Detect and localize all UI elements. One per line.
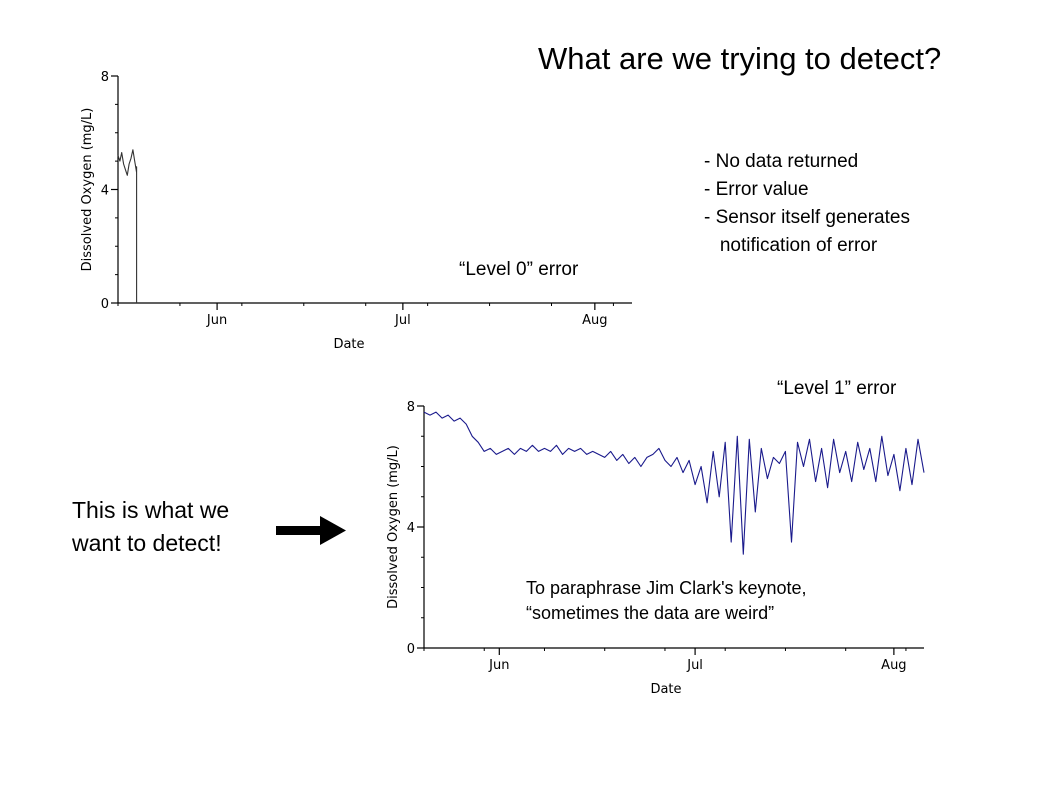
callout-line-2: want to detect! [72,530,222,556]
slide-title: What are we trying to detect? [538,41,942,76]
x-axis-label: Date [333,337,364,352]
x-tick-label: Jun [206,313,227,328]
y-tick-label: 0 [407,642,415,657]
x-tick-label: Aug [582,313,607,328]
y-axis-label: Dissolved Oxygen (mg/L) [386,445,401,609]
callout-text: This is what we want to detect! [72,494,229,560]
bullet-notification: notification of error [704,235,878,256]
bullet-error-value: - Error value [704,179,809,200]
error-bullet-list: - No data returned - Error value - Senso… [704,148,910,260]
x-tick-label: Jun [488,658,509,673]
x-tick-label: Jul [686,658,703,673]
series-line-0 [423,411,925,555]
bullet-no-data: - No data returned [704,151,859,172]
level-1-label: “Level 1” error [777,378,897,399]
y-axis-label: Dissolved Oxygen (mg/L) [80,108,95,272]
chart-level-0: 0 4 8 Jun Jul Aug Date Dissolved Oxygen (mg/L) [80,70,632,352]
y-tick-label: 4 [101,184,109,199]
x-tick-label: Aug [881,658,906,673]
right-arrow-icon [276,516,346,545]
x-tick-label: Jul [394,313,411,328]
bullet-sensor-generates: - Sensor itself generates [704,207,910,228]
series-line-0 [117,149,138,303]
quote-line-1: To paraphrase Jim Clark's keynote, [526,578,807,598]
quote-line-2: “sometimes the data are weird” [526,603,775,623]
y-tick-label: 8 [407,400,415,415]
y-tick-label: 4 [407,521,415,536]
callout-line-1: This is what we [72,497,230,523]
y-tick-label: 8 [101,70,109,85]
keynote-quote: To paraphrase Jim Clark's keynote, “some… [526,576,807,626]
y-tick-label: 0 [101,297,109,312]
x-axis-label: Date [650,682,681,697]
level-0-label: “Level 0” error [459,259,579,280]
chart-level-1: 0 4 8 Jun Jul Aug Date Dissolved Oxygen (mg/L) [386,400,925,697]
